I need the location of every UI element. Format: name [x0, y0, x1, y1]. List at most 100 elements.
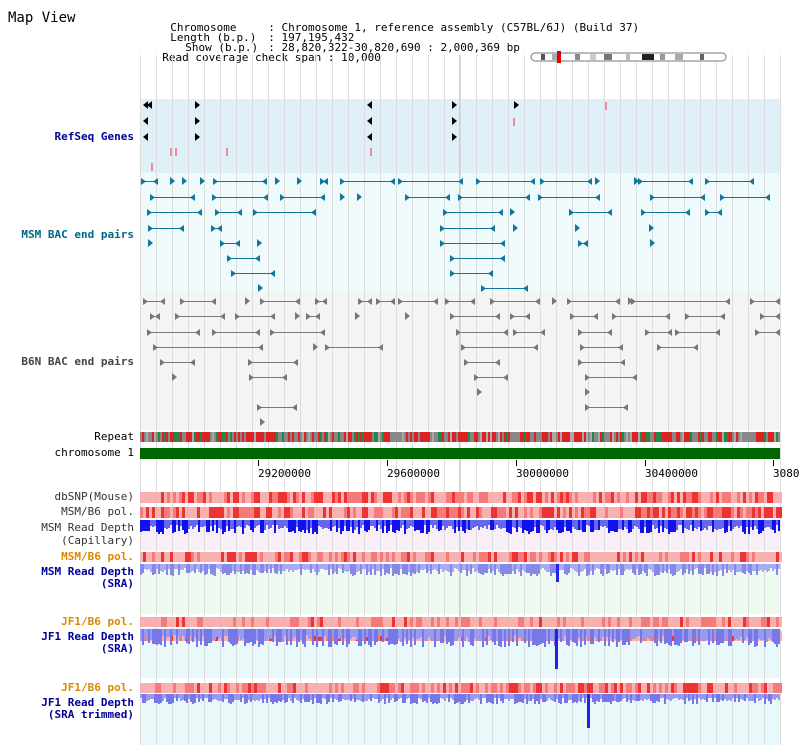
msm-depth-sra-bar	[358, 564, 360, 571]
msm-b6-pol-2-cell	[161, 552, 164, 562]
b6n-bac-end-pair-arrow	[585, 404, 590, 411]
repeat-segment	[552, 432, 554, 442]
msm-depth-cap-bar	[492, 520, 494, 530]
jf1-depth-trim-bar	[358, 694, 360, 700]
b6n-bac-end-pair-arrow	[665, 313, 670, 320]
jf1-depth-trim-bar	[764, 694, 766, 704]
msm-b6-pol-2-cell	[203, 552, 206, 562]
jf1-b6-pol-cell	[755, 617, 758, 627]
msm-depth-cap-bar	[632, 520, 634, 529]
msm-b6-pol-2-cell	[752, 552, 755, 562]
jf1-depth-sra-bar	[420, 629, 422, 637]
msm-depth-cap-bar	[728, 520, 730, 526]
jf1-depth-trim-bar	[774, 694, 776, 700]
dbsnp-cell	[629, 492, 632, 503]
b6n-bac-end-pair-arrow	[525, 313, 530, 320]
msm-depth-cap-bar	[212, 520, 214, 531]
b6n-bac-end-pair-arrow	[195, 329, 200, 336]
repeat-segment	[502, 432, 504, 442]
label-msm-bac[interactable]: MSM BAC end pairs	[21, 228, 134, 241]
msm-depth-cap-bar	[470, 520, 472, 530]
msm-b6-pol-cell	[764, 507, 767, 518]
msm-depth-sra-bar	[154, 564, 156, 574]
label-b6n-bac[interactable]: B6N BAC end pairs	[21, 355, 134, 368]
msm-depth-cap-bar	[480, 520, 482, 527]
jf1-depth-trim-bar	[324, 694, 326, 699]
jf1-depth-trim-bar	[654, 694, 656, 703]
dbsnp-cell	[503, 492, 506, 503]
jf1-depth-trim-bar	[558, 694, 560, 703]
jf1-depth-sra-bar	[342, 629, 344, 645]
jf1-depth-trim-bar	[304, 694, 306, 702]
jf1-depth-sra-bar	[308, 629, 310, 639]
msm-depth-sra-bar	[516, 564, 518, 569]
b6n-bac-end-pair-arrow	[715, 329, 720, 336]
msm-depth-cap-bar	[592, 520, 594, 532]
msm-b6-pol-cell	[557, 507, 560, 518]
label-refseq-genes[interactable]: RefSeq Genes	[54, 130, 134, 143]
jf1-depth-trim-bar	[208, 694, 210, 702]
jf1-depth-sra-bar	[624, 629, 626, 645]
msm-depth-sra-bar	[590, 564, 592, 571]
jf1-depth-sra-bar	[686, 629, 688, 642]
jf1-b6-pol-2-cell	[686, 683, 689, 693]
dbsnp-cell	[641, 492, 644, 503]
jf1-depth-trim-bar	[662, 694, 664, 698]
msm-b6-pol-2-cell	[272, 552, 275, 562]
msm-depth-cap-bar	[752, 520, 754, 530]
msm-depth-sra-bar	[628, 564, 630, 570]
msm-bac-end-pair-arrow	[147, 209, 152, 216]
msm-depth-cap-bar	[326, 520, 328, 528]
msm-depth-cap-bar	[778, 520, 780, 531]
jf1-depth-sra-bar	[204, 629, 206, 646]
dbsnp-cell	[464, 492, 467, 503]
msm-depth-sra-bar	[480, 564, 482, 574]
b6n-bac-end-pair-arrow	[755, 329, 760, 336]
jf1-b6-pol-2-cell	[449, 683, 452, 693]
msm-b6-pol-2-cell	[611, 552, 614, 562]
jf1-b6-pol-2-cell	[362, 683, 365, 693]
msm-depth-sra-bar	[208, 564, 210, 569]
jf1-depth-trim-bar	[706, 694, 708, 702]
msm-depth-sra-bar	[674, 564, 676, 575]
msm-depth-sra-bar	[270, 564, 272, 573]
repeat-segment	[460, 432, 462, 442]
msm-depth-sra-bar	[502, 564, 504, 576]
jf1-depth-trim-bar	[266, 694, 268, 703]
jf1-b6-pol-cell	[302, 617, 305, 627]
jf1-depth-trim-bar	[738, 694, 740, 702]
msm-b6-pol-2-cell	[467, 552, 470, 562]
jf1-depth-sra-bar	[654, 629, 656, 643]
jf1-b6-pol-cell	[713, 617, 716, 627]
jf1-b6-pol-cell	[602, 617, 605, 627]
jf1-depth-trim-bar	[424, 694, 426, 701]
msm-depth-sra-bar	[454, 564, 456, 568]
jf1-depth-sra-bar	[552, 629, 554, 641]
msm-depth-cap-bar	[362, 520, 364, 525]
jf1-b6-pol-2-cell	[539, 683, 542, 693]
b6n-bac-end-arrow	[313, 343, 318, 351]
msm-depth-cap-bar	[420, 520, 422, 533]
msm-b6-pol-cell	[233, 507, 236, 518]
jf1-b6-pol-2-cell	[263, 683, 266, 693]
jf1-depth-trim-bar	[164, 694, 166, 698]
msm-b6-pol-cell	[314, 507, 317, 518]
msm-b6-pol-2-cell	[743, 552, 746, 562]
jf1-depth-trim-bar	[616, 694, 618, 702]
repeat-segment	[570, 432, 572, 442]
msm-depth-sra-bar	[720, 564, 722, 570]
b6n-bac-end-pair-arrow	[612, 313, 617, 320]
jf1-b6-pol-cell	[485, 617, 488, 627]
length-value: 197,195,432	[281, 31, 355, 44]
msm-depth-sra-bar	[736, 564, 738, 572]
b6n-bac-end-pair-arrow	[450, 313, 455, 320]
jf1-depth-sra-bar	[310, 629, 312, 638]
msm-bac-end-pair-arrow	[150, 194, 155, 201]
msm-depth-sra-bar	[234, 564, 236, 574]
show-label: Show (b.p.)	[185, 41, 259, 54]
jf1-depth-sra-bar	[772, 629, 774, 642]
repeat-segment	[640, 432, 642, 442]
jf1-depth-trim-bar	[648, 694, 650, 699]
chromosome-ideogram[interactable]	[530, 51, 727, 63]
